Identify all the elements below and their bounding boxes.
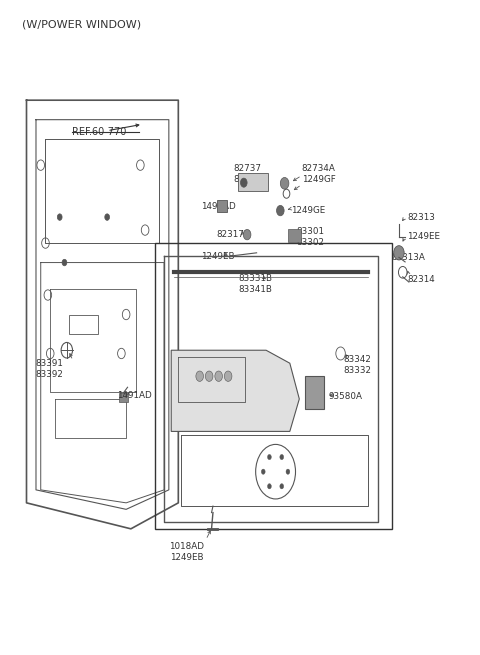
Bar <box>155 243 392 529</box>
Bar <box>288 229 301 242</box>
Circle shape <box>215 371 222 381</box>
Text: 1491AD: 1491AD <box>117 391 151 400</box>
Text: 83301
83302: 83301 83302 <box>297 227 324 247</box>
Text: REF.60-770: REF.60-770 <box>72 128 126 138</box>
Circle shape <box>286 469 290 474</box>
Text: 1018AD
1249EB: 1018AD 1249EB <box>169 542 204 562</box>
Text: 1249GE: 1249GE <box>291 206 325 215</box>
Text: 82737
82747: 82737 82747 <box>234 164 262 184</box>
Circle shape <box>57 214 62 220</box>
Circle shape <box>280 455 284 460</box>
Text: 82734A
1249GF: 82734A 1249GF <box>301 164 336 184</box>
Circle shape <box>224 371 232 381</box>
Circle shape <box>280 178 289 189</box>
Text: 1249EE: 1249EE <box>407 232 440 241</box>
Text: 82314: 82314 <box>407 275 435 284</box>
Circle shape <box>276 206 284 215</box>
Polygon shape <box>171 350 300 432</box>
Circle shape <box>261 469 265 474</box>
Circle shape <box>240 178 247 187</box>
Bar <box>69 314 97 334</box>
Text: (W/POWER WINDOW): (W/POWER WINDOW) <box>22 19 141 29</box>
Circle shape <box>196 371 204 381</box>
Text: 83331B
83341B: 83331B 83341B <box>239 274 273 294</box>
Circle shape <box>62 259 67 266</box>
Text: 82313: 82313 <box>407 213 435 222</box>
Bar <box>217 200 227 212</box>
Circle shape <box>280 483 284 489</box>
Text: 82313A: 82313A <box>392 253 426 263</box>
Text: 93580A: 93580A <box>328 392 362 402</box>
Text: 1491AD: 1491AD <box>201 202 236 210</box>
Circle shape <box>243 229 251 240</box>
Bar <box>119 393 128 402</box>
Circle shape <box>394 246 404 260</box>
Text: 1249EB: 1249EB <box>201 252 235 261</box>
Text: 83391
83392: 83391 83392 <box>35 359 63 379</box>
Text: 83342
83332: 83342 83332 <box>343 355 372 375</box>
Circle shape <box>267 455 271 460</box>
Circle shape <box>267 483 271 489</box>
Bar <box>238 173 268 191</box>
Bar <box>305 376 324 409</box>
Text: 82317D: 82317D <box>216 230 251 239</box>
Circle shape <box>205 371 213 381</box>
Circle shape <box>105 214 109 220</box>
